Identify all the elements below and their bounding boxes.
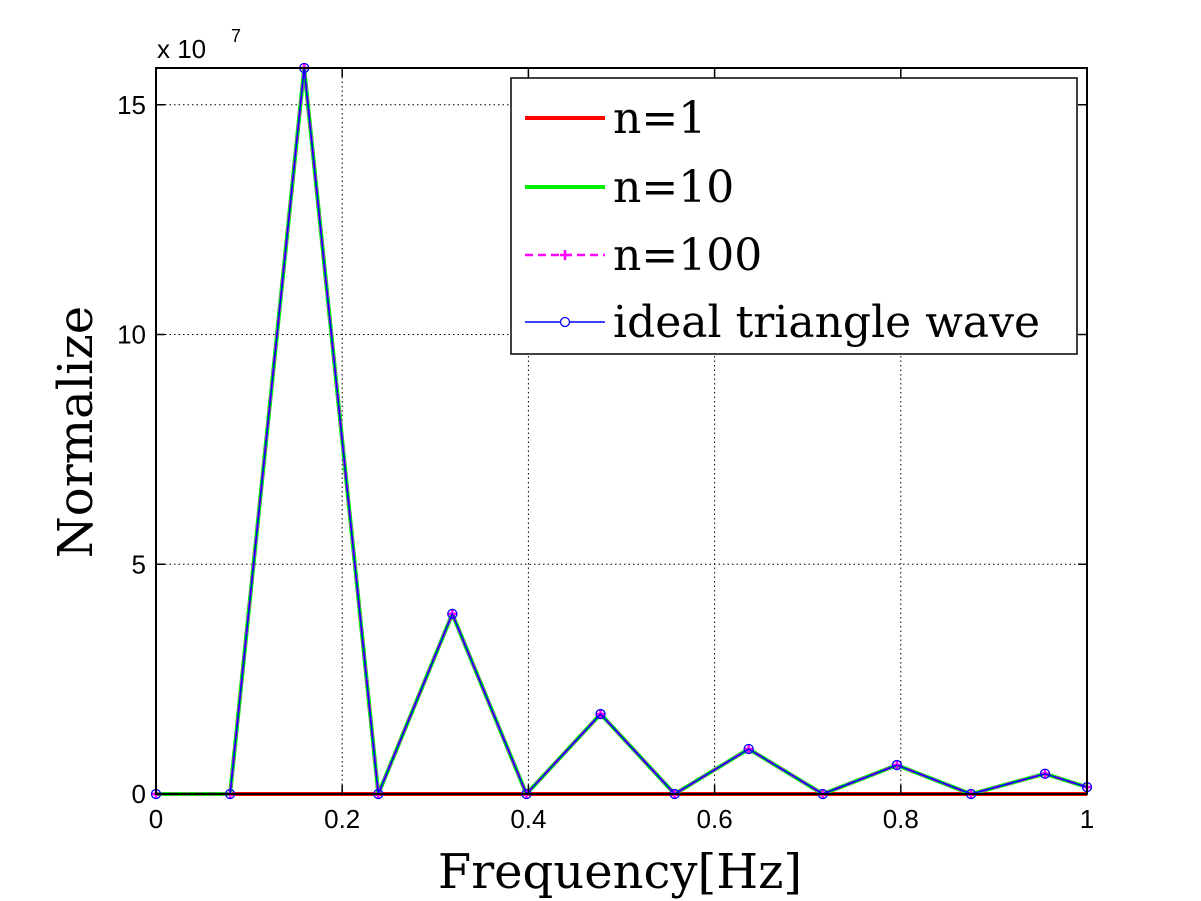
legend-entry: n=10 [525,162,734,213]
y-exponent-label: x 10 [157,34,206,64]
legend-entry: ideal triangle wave [525,297,1040,348]
y-exponent-power: 7 [231,26,241,46]
data-point [595,708,606,720]
axes-box [155,67,1088,795]
x-tick-label: 0.8 [883,804,919,834]
legend-box [510,77,1078,355]
series-line [156,67,1088,795]
x-tick-label: 0.2 [324,804,360,834]
x-tick-label: 1 [1080,804,1094,834]
y-tick-label: 15 [117,90,146,120]
y-axis-title: Normalize [48,306,104,558]
legend-label: n=100 [613,230,762,281]
x-tick-label: 0.4 [510,804,546,834]
data-point [1039,768,1051,779]
legend-label: ideal triangle wave [613,297,1040,348]
data-point [743,743,754,755]
y-tick-label: 5 [132,549,146,579]
legend-marker [560,250,570,260]
y-tick-label: 10 [117,320,146,350]
legend-entry: n=1 [525,93,706,144]
y-tick-label: 0 [132,779,146,809]
data-point [891,759,903,771]
data-point [447,608,458,620]
legend-label: n=10 [613,162,734,213]
legend-entries: n=1 n=10 n=100 ideal triangle wave [525,93,1040,348]
x-tick-label: 0.6 [697,804,733,834]
legend-entry: n=100 [525,230,762,281]
legend-label: n=1 [613,93,706,144]
x-axis-title: Frequency[Hz] [438,844,802,900]
legend-marker [559,316,571,328]
x-tick-label: 0 [149,804,163,834]
legend: n=1 n=10 n=100 ideal triangle wave [510,77,1078,355]
